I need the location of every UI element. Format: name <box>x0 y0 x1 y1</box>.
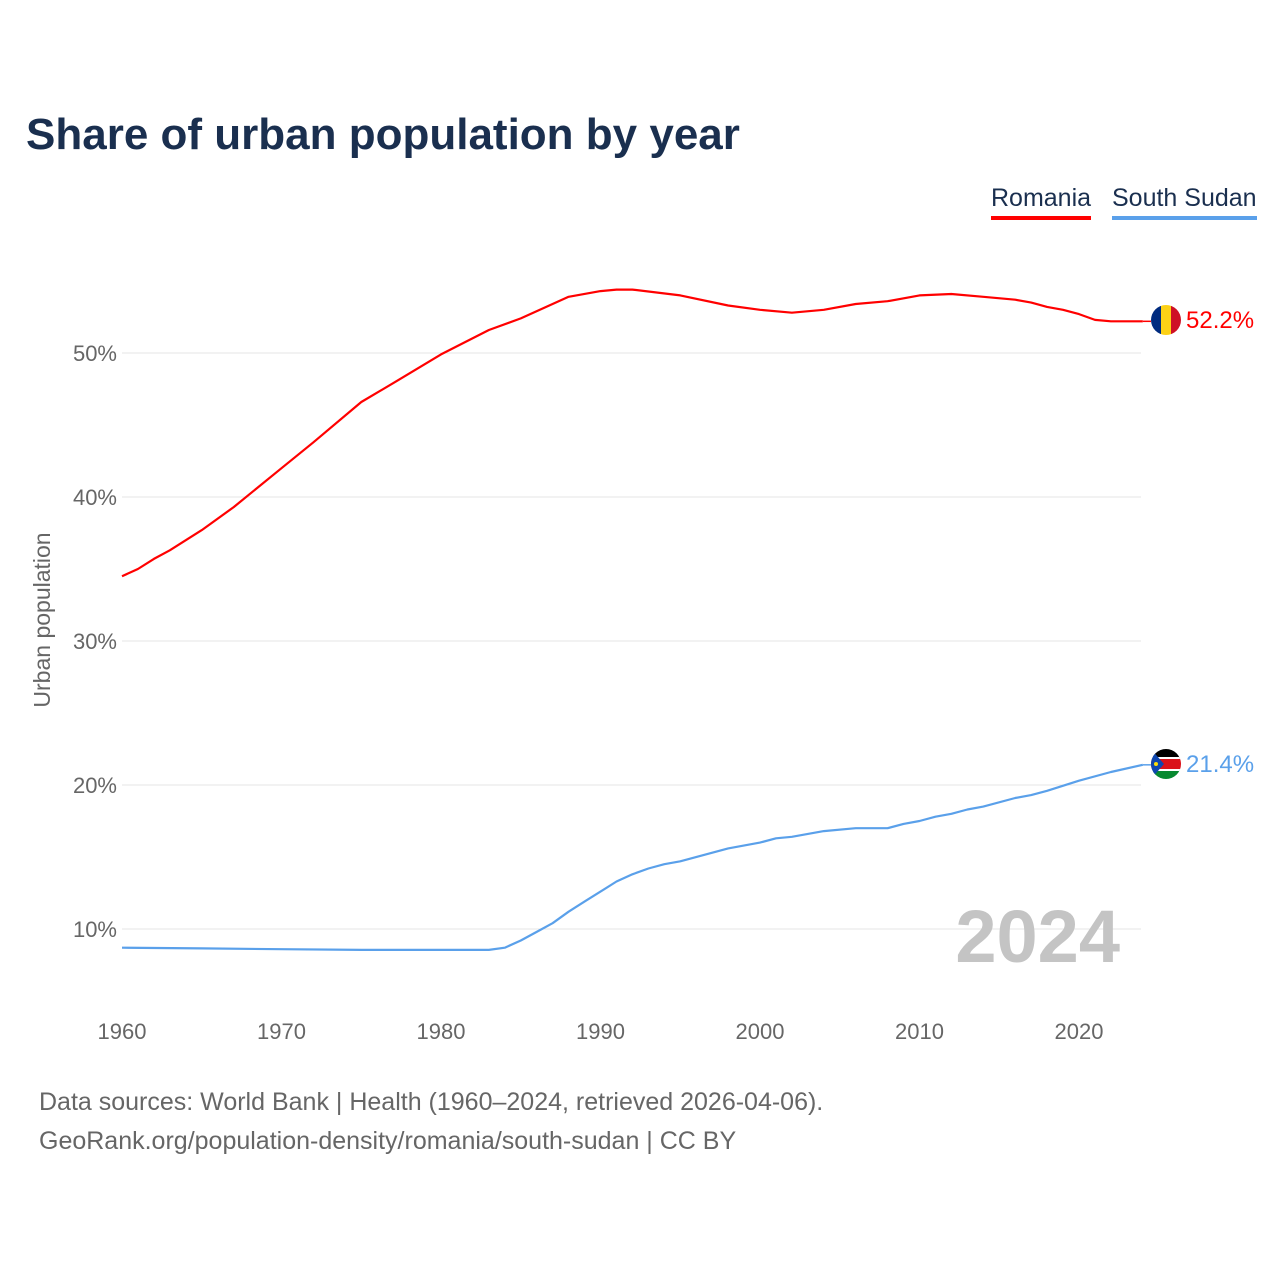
chart-title: Share of urban population by year <box>26 110 740 159</box>
series-line-romania <box>121 288 1143 578</box>
y-tick-label: 50% <box>73 341 117 366</box>
x-tick-label: 1960 <box>98 1019 147 1044</box>
south-sudan-end-label: 21.4% <box>1186 751 1254 778</box>
x-tick-label: 1980 <box>417 1019 466 1044</box>
y-tick-label: 20% <box>73 773 117 798</box>
y-tick-label: 10% <box>73 917 117 942</box>
x-tick-label: 1970 <box>257 1019 306 1044</box>
legend-item-romania[interactable]: Romania <box>991 184 1092 220</box>
x-tick-label: 2010 <box>895 1019 944 1044</box>
year-watermark: 2024 <box>955 895 1120 978</box>
x-tick-label: 2000 <box>736 1019 785 1044</box>
romania-flag-icon <box>1151 305 1181 335</box>
series-line-south-sudan <box>121 763 1144 951</box>
x-tick-label: 1990 <box>576 1019 625 1044</box>
data-source-note: Data sources: World Bank | Health (1960–… <box>39 1088 824 1116</box>
y-tick-label: 30% <box>73 629 117 654</box>
x-tick-label: 2020 <box>1055 1019 1104 1044</box>
legend-item-south-sudan[interactable]: South Sudan <box>1112 184 1257 220</box>
south-sudan-flag-icon <box>1151 749 1181 779</box>
y-axis-label: Urban population <box>29 532 55 707</box>
credit-link[interactable]: GeoRank.org/population-density/romania/s… <box>39 1127 737 1155</box>
y-tick-label: 40% <box>73 485 117 510</box>
romania-end-label: 52.2% <box>1186 307 1254 334</box>
